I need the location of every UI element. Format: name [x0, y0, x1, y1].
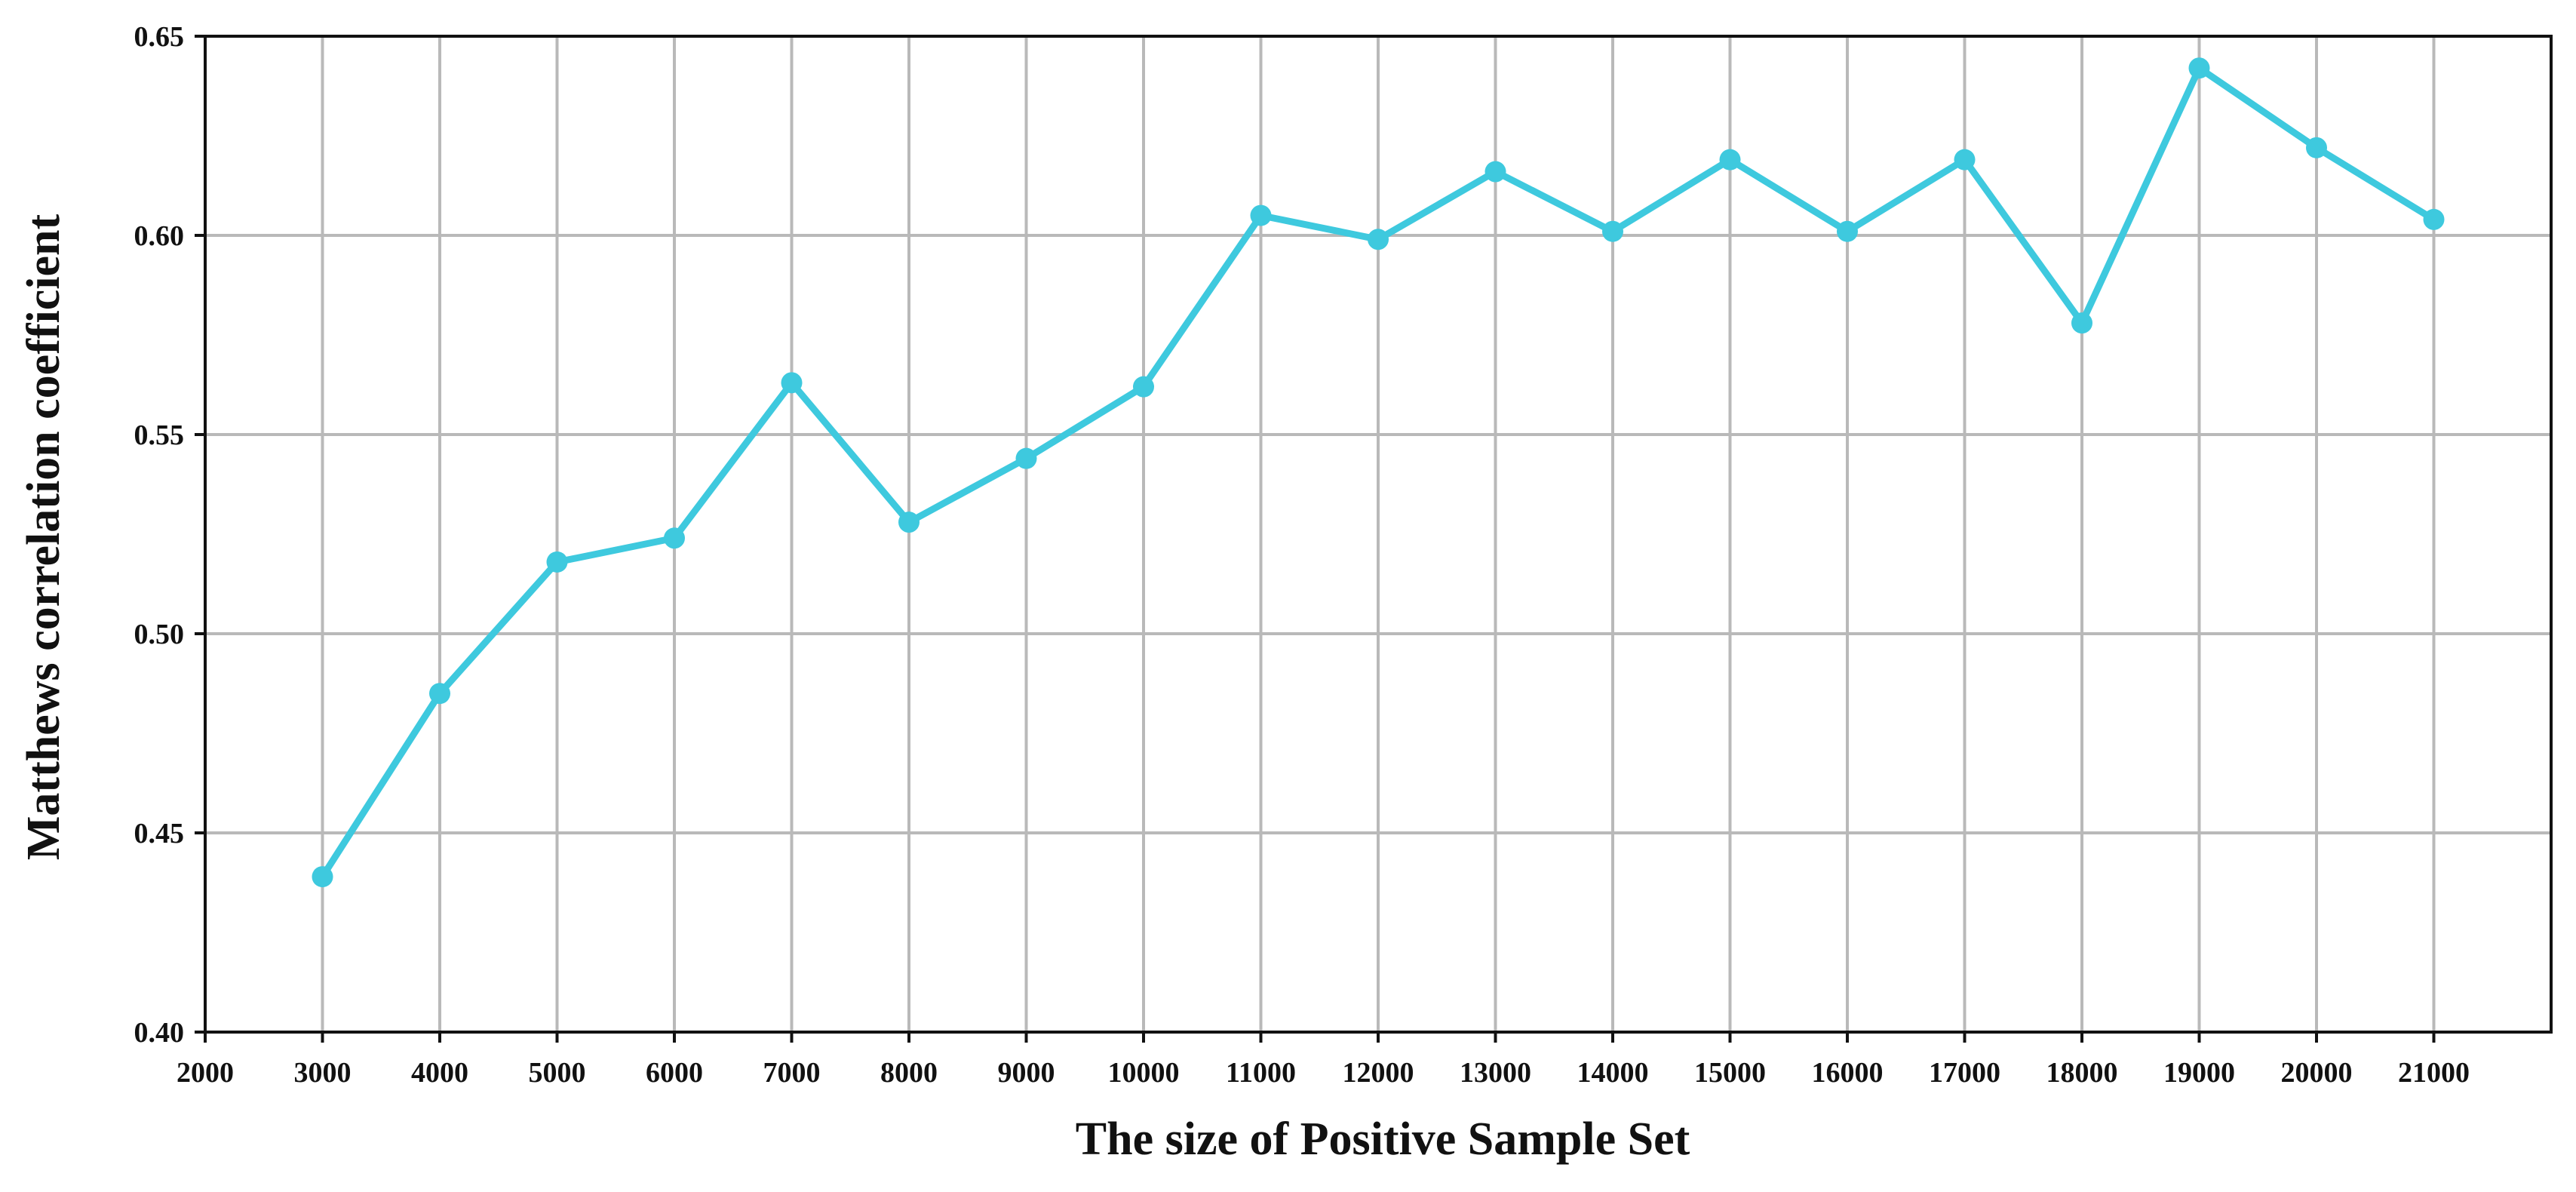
x-tick-label: 2000	[177, 1057, 234, 1089]
x-tick-label: 5000	[529, 1057, 586, 1089]
data-point	[1015, 447, 1037, 469]
data-point	[2423, 208, 2445, 230]
data-point	[2188, 57, 2210, 79]
x-axis-title: The size of Positive Sample Set	[1076, 1114, 1690, 1165]
x-tick-label: 6000	[646, 1057, 703, 1089]
grid-lines	[205, 36, 2551, 1032]
x-tick-label: 21000	[2398, 1057, 2470, 1089]
data-point	[1837, 220, 1858, 242]
data-point	[1368, 229, 1389, 250]
x-tick-label: 13000	[1460, 1057, 1531, 1089]
data-point	[898, 512, 920, 533]
y-tick-label: 0.40	[134, 1017, 185, 1049]
x-tick-label: 20000	[2281, 1057, 2353, 1089]
y-axis-title: Matthews correlation coefficient	[18, 214, 69, 861]
tick-labels: 2000 3000 4000 5000 6000 7000 8000 9000 10000 110…	[134, 21, 2470, 1089]
data-point	[312, 866, 333, 888]
x-tick-label: 11000	[1226, 1057, 1296, 1089]
x-tick-label: 9000	[998, 1057, 1055, 1089]
axes	[195, 35, 2553, 1043]
data-point	[546, 551, 568, 573]
y-tick-label: 0.50	[134, 619, 185, 650]
x-tick-label: 17000	[1929, 1057, 2000, 1089]
y-tick-label: 0.55	[134, 419, 185, 451]
data-series	[312, 57, 2445, 888]
data-point	[781, 372, 803, 394]
x-tick-label: 8000	[880, 1057, 938, 1089]
data-point	[1954, 149, 1976, 171]
data-point	[1602, 220, 1623, 242]
data-point	[2071, 312, 2092, 334]
x-tick-label: 19000	[2163, 1057, 2235, 1089]
x-tick-label: 12000	[1343, 1057, 1414, 1089]
x-tick-label: 15000	[1694, 1057, 1766, 1089]
x-tick-label: 16000	[1812, 1057, 1884, 1089]
data-point	[429, 683, 450, 705]
y-tick-label: 0.60	[134, 220, 185, 252]
data-point	[1133, 376, 1154, 398]
x-tick-label: 14000	[1577, 1057, 1649, 1089]
x-tick-label: 18000	[2046, 1057, 2118, 1089]
x-tick-label: 10000	[1108, 1057, 1180, 1089]
data-point	[2306, 137, 2327, 158]
data-point	[1250, 204, 1272, 226]
data-point	[1719, 149, 1741, 171]
y-tick-label: 0.45	[134, 818, 185, 849]
data-point	[1485, 161, 1506, 183]
x-tick-label: 3000	[294, 1057, 352, 1089]
y-tick-label: 0.65	[134, 21, 185, 53]
data-point	[664, 527, 685, 549]
x-tick-label: 7000	[763, 1057, 821, 1089]
x-tick-label: 4000	[411, 1057, 468, 1089]
